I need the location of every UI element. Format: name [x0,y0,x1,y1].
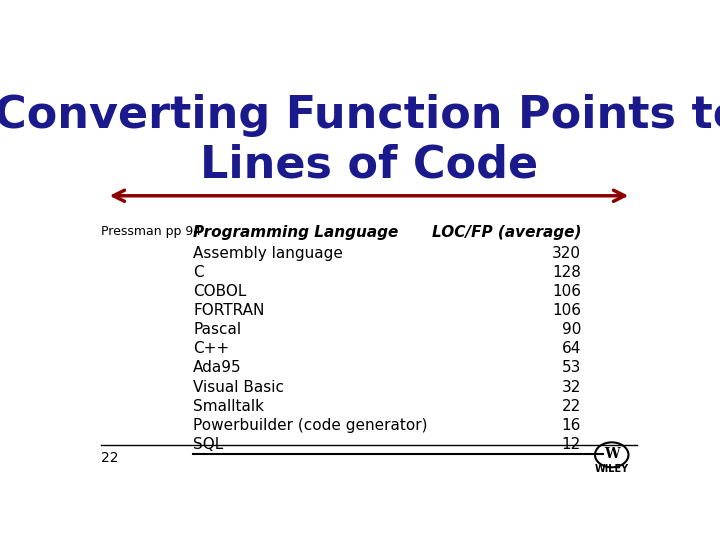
Text: 90: 90 [562,322,581,337]
Text: 106: 106 [552,303,581,318]
Text: Visual Basic: Visual Basic [193,380,284,395]
Text: FORTRAN: FORTRAN [193,303,265,318]
Text: LOC/FP (average): LOC/FP (average) [431,225,581,240]
Text: 32: 32 [562,380,581,395]
Text: 12: 12 [562,437,581,452]
Text: 22: 22 [101,451,119,464]
Text: Assembly language: Assembly language [193,246,343,261]
Text: WILEY: WILEY [594,464,629,474]
Text: 320: 320 [552,246,581,261]
Text: COBOL: COBOL [193,284,247,299]
Text: W: W [604,447,619,461]
Text: 64: 64 [562,341,581,356]
Text: 16: 16 [562,418,581,433]
Text: Pressman pp 94: Pressman pp 94 [101,225,202,238]
Text: 53: 53 [562,360,581,375]
Text: C: C [193,265,204,280]
Text: Ada95: Ada95 [193,360,242,375]
Text: Pascal: Pascal [193,322,241,337]
Text: Smalltalk: Smalltalk [193,399,264,414]
Text: 106: 106 [552,284,581,299]
Text: C++: C++ [193,341,230,356]
Text: Converting Function Points to
Lines of Code: Converting Function Points to Lines of C… [0,94,720,187]
Text: Powerbuilder (code generator): Powerbuilder (code generator) [193,418,428,433]
Text: 22: 22 [562,399,581,414]
Text: 128: 128 [552,265,581,280]
Text: Programming Language: Programming Language [193,225,399,240]
Text: SQL: SQL [193,437,223,452]
